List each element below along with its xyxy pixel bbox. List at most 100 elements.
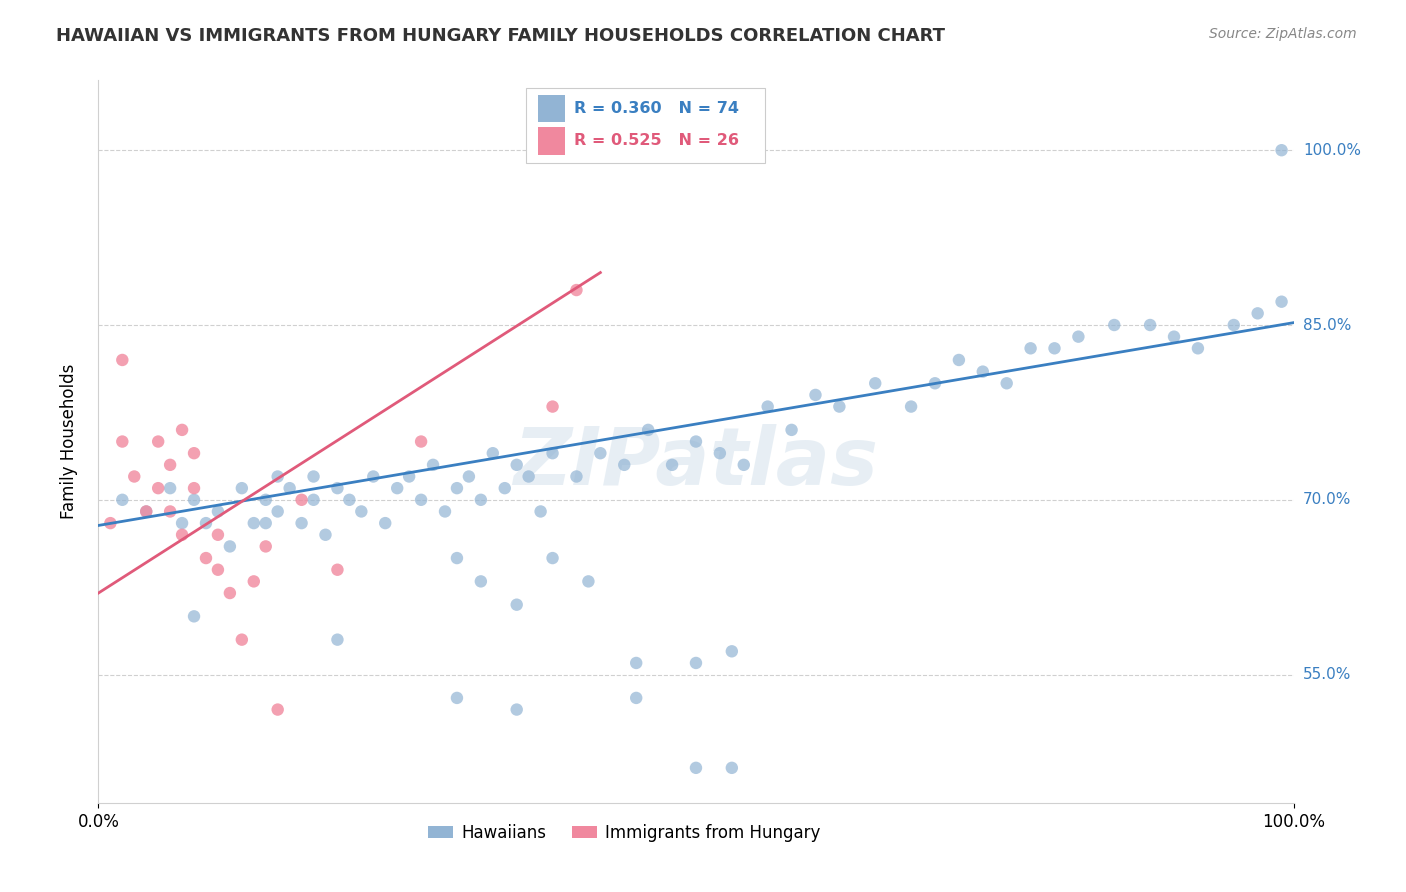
Point [565,283,588,297]
Point [1247,306,1270,320]
Point [385,481,409,495]
Point [172,423,194,437]
Point [326,481,349,495]
Point [780,423,803,437]
Point [589,446,612,460]
Point [661,458,683,472]
Point [267,504,290,518]
Point [804,388,827,402]
Point [470,492,492,507]
Text: HAWAIIAN VS IMMIGRANTS FROM HUNGARY FAMILY HOUSEHOLDS CORRELATION CHART: HAWAIIAN VS IMMIGRANTS FROM HUNGARY FAMI… [56,27,945,45]
Text: ZIPatlas: ZIPatlas [513,425,879,502]
Point [541,446,564,460]
Point [565,469,588,483]
Point [733,458,755,472]
Point [541,400,564,414]
Point [111,492,134,507]
Point [183,492,205,507]
Point [111,353,134,368]
Point [98,516,122,530]
Point [339,492,361,507]
Point [302,492,325,507]
Point [541,551,564,566]
Point [326,563,349,577]
Point [446,690,468,705]
Text: 55.0%: 55.0% [1303,667,1351,682]
Text: Source: ZipAtlas.com: Source: ZipAtlas.com [1209,27,1357,41]
Point [291,492,314,507]
Point [1271,294,1294,309]
Point [291,516,314,530]
Point [219,540,242,554]
Point [613,458,636,472]
Point [637,423,659,437]
Point [135,504,157,518]
FancyBboxPatch shape [538,128,565,154]
Text: R = 0.360   N = 74: R = 0.360 N = 74 [574,101,740,116]
Point [685,761,707,775]
Point [1043,341,1066,355]
Point [254,540,277,554]
FancyBboxPatch shape [526,87,765,163]
Point [231,481,253,495]
Point [183,481,205,495]
Point [756,400,779,414]
Point [172,516,194,530]
Text: 70.0%: 70.0% [1303,492,1351,508]
Point [398,469,420,483]
Point [972,365,994,379]
Point [446,551,468,566]
Point [685,656,707,670]
Point [183,609,205,624]
Point [1139,318,1161,332]
Point [709,446,731,460]
Point [900,400,922,414]
Point [326,632,349,647]
Point [267,702,290,716]
Point [494,481,516,495]
Point [685,434,707,449]
Text: 85.0%: 85.0% [1303,318,1351,333]
Point [1223,318,1246,332]
Point [411,492,433,507]
Text: R = 0.525   N = 26: R = 0.525 N = 26 [574,134,740,148]
Point [159,504,181,518]
Point [506,598,529,612]
Point [159,458,181,472]
Point [374,516,396,530]
Point [172,528,194,542]
Point [995,376,1018,391]
Point [517,469,540,483]
Point [278,481,301,495]
Point [148,481,170,495]
Point [159,481,181,495]
Point [422,458,444,472]
Point [254,492,277,507]
Point [207,563,229,577]
Point [446,481,468,495]
Point [470,574,492,589]
Point [828,400,851,414]
Point [148,434,170,449]
Point [626,690,648,705]
Point [1067,329,1090,343]
Point [458,469,481,483]
Point [924,376,946,391]
Point [207,528,229,542]
Point [481,446,505,460]
Point [1271,143,1294,157]
Point [1104,318,1126,332]
Y-axis label: Family Households: Family Households [59,364,77,519]
Point [135,504,157,518]
Point [111,434,134,449]
Point [626,656,648,670]
Point [363,469,385,483]
Point [1187,341,1209,355]
Point [243,574,266,589]
Point [219,586,242,600]
Point [243,516,266,530]
Text: 100.0%: 100.0% [1303,143,1361,158]
Point [506,702,529,716]
Point [207,504,229,518]
Legend: Hawaiians, Immigrants from Hungary: Hawaiians, Immigrants from Hungary [422,817,827,848]
